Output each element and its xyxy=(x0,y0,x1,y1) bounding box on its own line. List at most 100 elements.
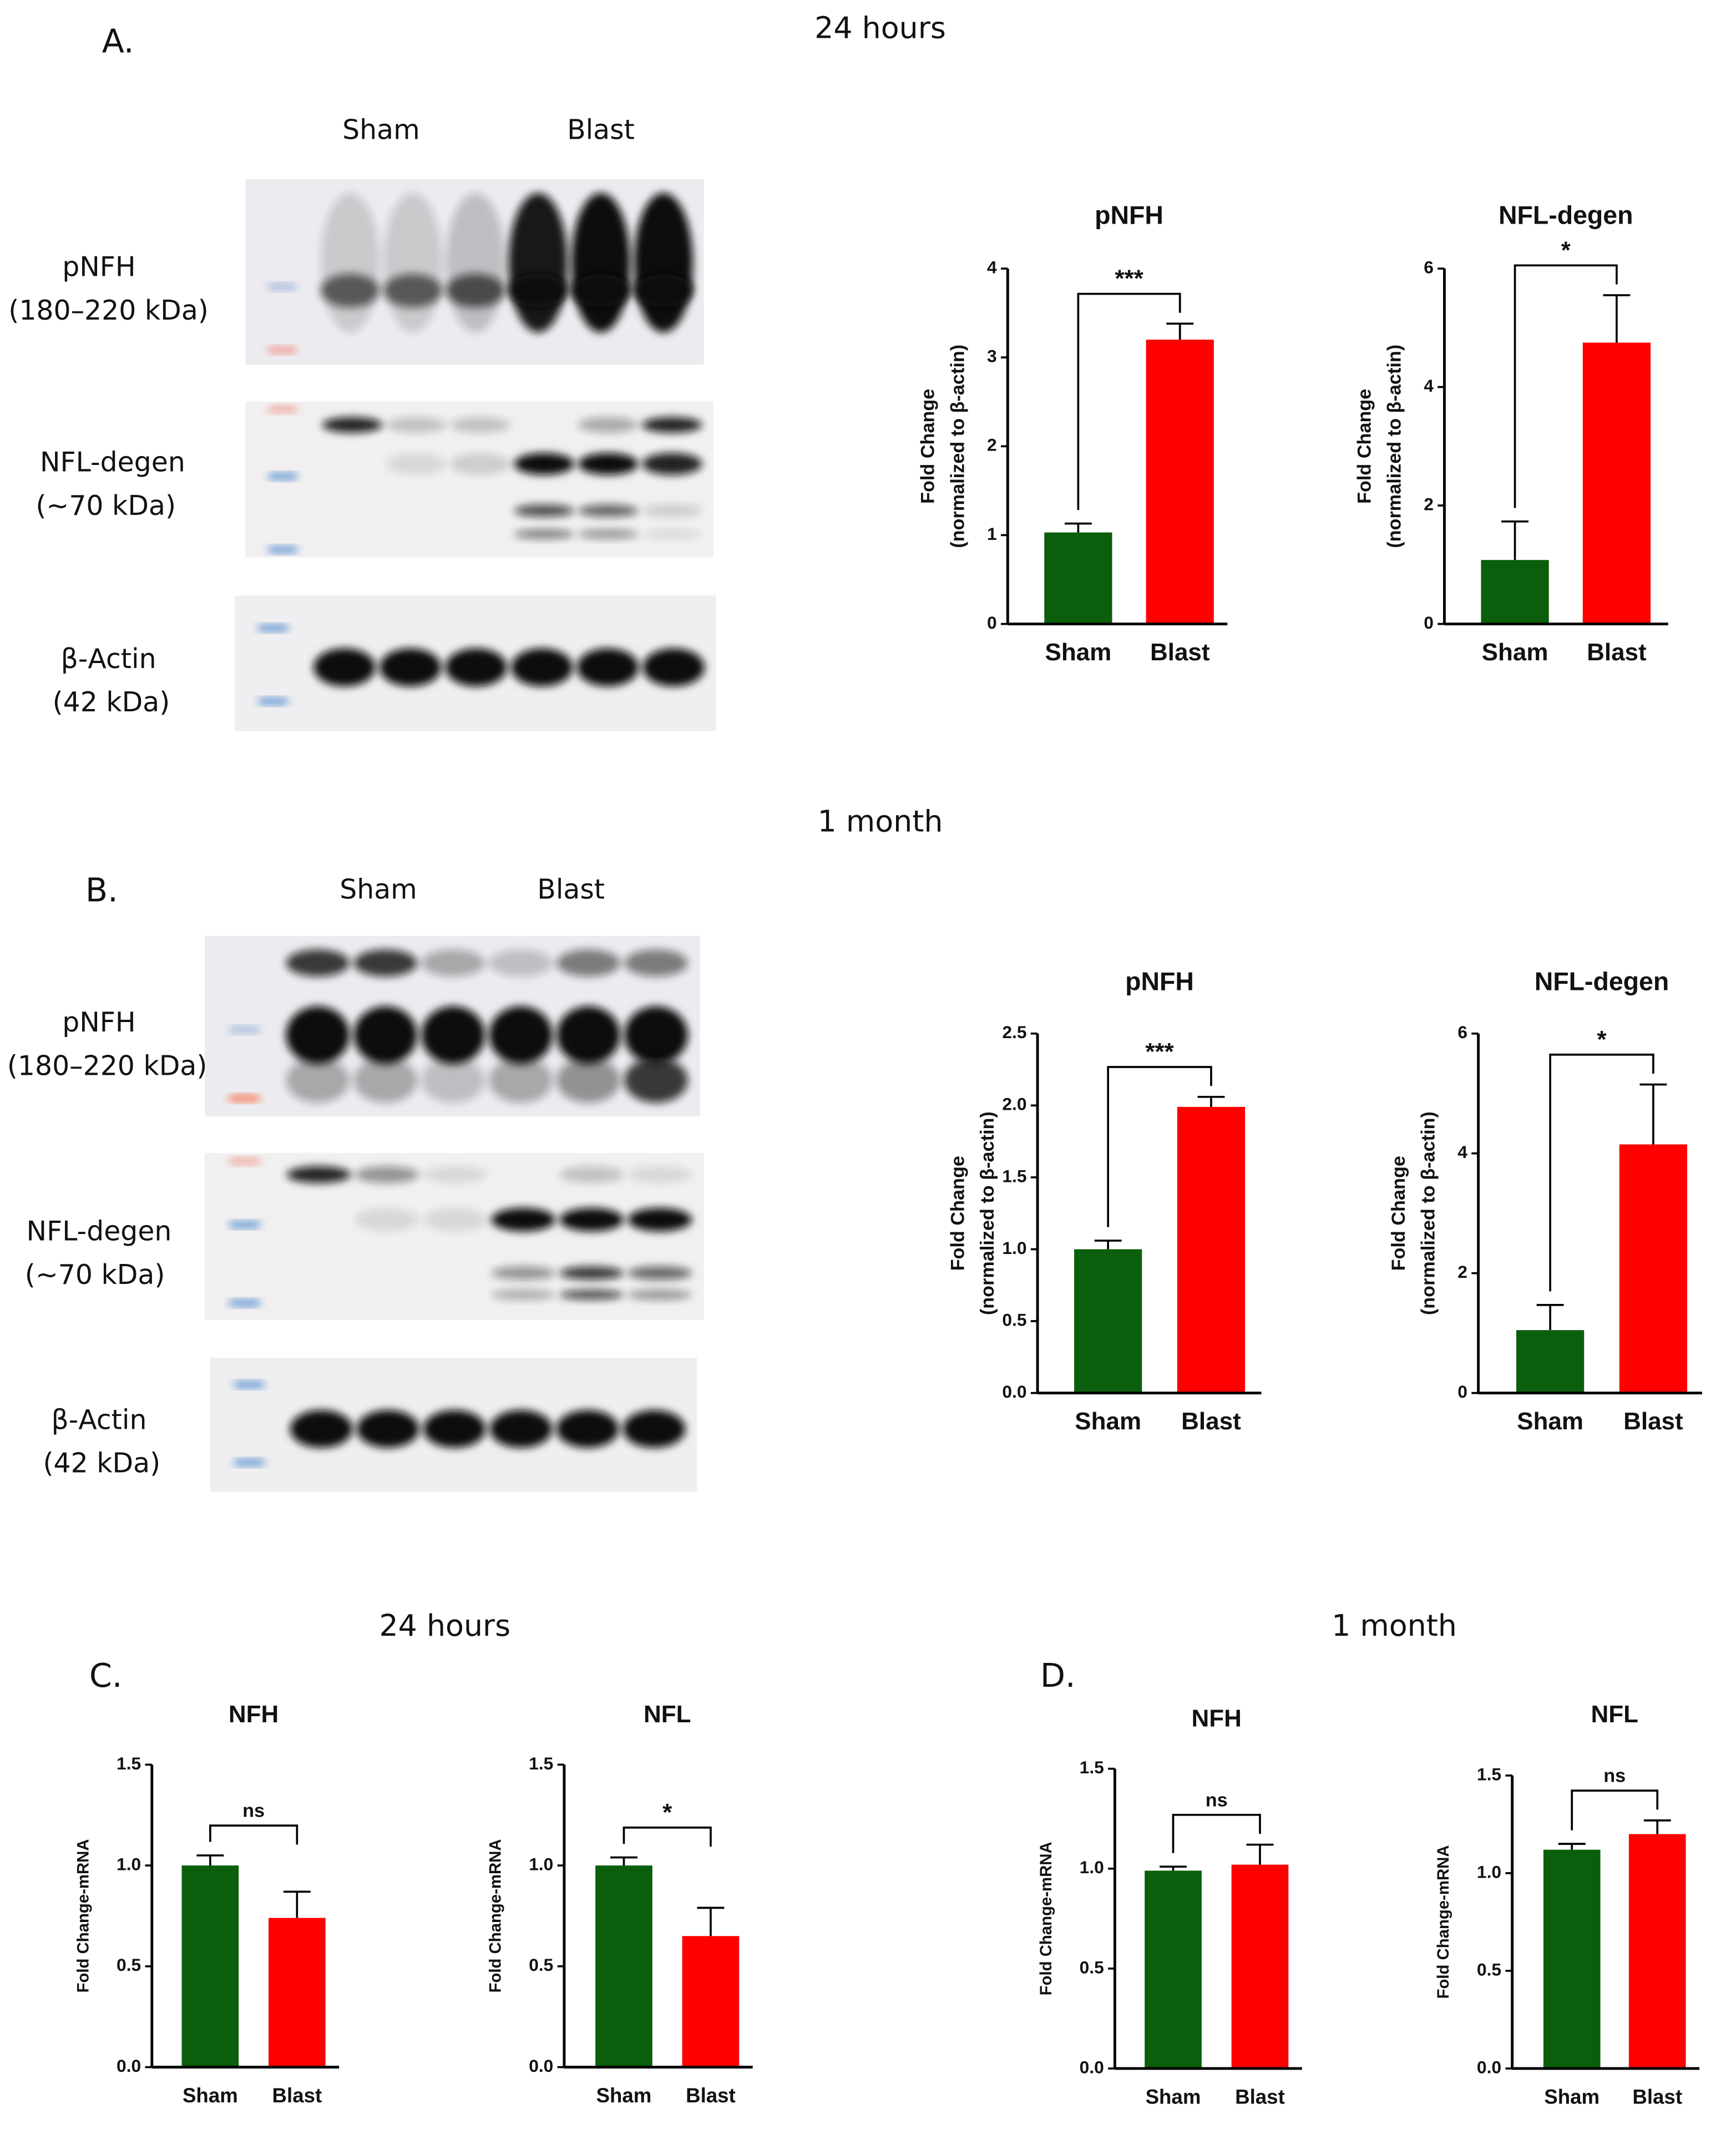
x-tick-label: Blast xyxy=(1150,639,1210,666)
bar xyxy=(1619,1144,1687,1393)
protein-band xyxy=(556,1006,620,1064)
protein-band xyxy=(445,648,507,686)
protein-band xyxy=(353,949,418,977)
y-tick-label: 1.0 xyxy=(1002,1238,1026,1258)
protein-band xyxy=(627,1166,692,1184)
ladder-band xyxy=(259,625,288,631)
y-tick-label: 0 xyxy=(1424,613,1434,633)
protein-band xyxy=(421,949,485,977)
protein-band xyxy=(556,1058,620,1103)
protein-band xyxy=(624,949,688,977)
y-tick-label: 1 xyxy=(987,524,997,544)
protein-band xyxy=(489,1058,553,1103)
ladder-band xyxy=(269,547,297,553)
protein-band xyxy=(313,648,376,686)
protein-band xyxy=(286,1058,350,1103)
protein-band xyxy=(578,417,639,433)
protein-band xyxy=(450,417,510,433)
panel-label: B. xyxy=(85,872,118,909)
y-tick-label: 1.5 xyxy=(529,1753,553,1773)
blot-image xyxy=(205,935,700,1116)
protein-band xyxy=(446,274,505,307)
ladder-band xyxy=(229,1026,260,1033)
blot-label: NFL-degen xyxy=(40,447,185,478)
protein-band xyxy=(559,1166,624,1184)
blot-size: (~70 kDa) xyxy=(36,490,176,522)
group-label: Sham xyxy=(342,114,420,146)
x-tick-label: Sham xyxy=(596,2084,652,2107)
protein-band xyxy=(514,504,574,517)
y-axis-label: Fold Change xyxy=(947,1156,968,1271)
protein-band xyxy=(491,1266,556,1280)
bar xyxy=(1145,1870,1202,2069)
panel-title: 24 hours xyxy=(379,1608,510,1643)
protein-band xyxy=(321,274,380,307)
significance-bracket xyxy=(1107,1066,1212,1227)
y-tick-label: 3 xyxy=(987,346,997,366)
y-tick-label: 1.5 xyxy=(1002,1166,1026,1186)
ladder-band xyxy=(268,284,296,290)
blot-image xyxy=(245,179,704,365)
protein-band xyxy=(642,453,702,475)
y-tick-label: 0.0 xyxy=(1002,1382,1026,1402)
bar xyxy=(1481,560,1549,624)
ladder-band xyxy=(234,1382,264,1388)
y-axis-label: (normalized to β-actin) xyxy=(977,1111,998,1315)
y-tick-label: 4 xyxy=(1457,1142,1467,1162)
bar xyxy=(1516,1330,1585,1393)
panel-label: D. xyxy=(1040,1657,1076,1695)
panel-title: 24 hours xyxy=(814,10,946,45)
protein-band xyxy=(571,274,630,307)
blot-size: (42 kDa) xyxy=(53,686,170,718)
bar xyxy=(1146,340,1214,624)
protein-band xyxy=(421,1058,485,1103)
x-tick-label: Blast xyxy=(1235,2085,1285,2108)
bar-chart: pNFH Fold Change (normalized to β-actin) 0 1… xyxy=(918,200,1228,666)
bar-chart: NFL Fold Change-mRNA 0.0 0.5 1.0 1.5 Sham Blast… xyxy=(1434,1701,1699,2108)
bar xyxy=(181,1865,239,2067)
protein-band xyxy=(508,193,568,333)
y-tick-label: 6 xyxy=(1457,1022,1467,1042)
group-label: Sham xyxy=(340,874,417,906)
ladder-band xyxy=(230,1300,260,1306)
x-tick-label: Sham xyxy=(183,2084,238,2107)
chart-title: pNFH xyxy=(1125,967,1194,996)
protein-band xyxy=(355,1208,419,1232)
bar-chart: NFL-degen Fold Change (normalized to β-act… xyxy=(1388,967,1702,1435)
protein-band xyxy=(353,1006,418,1064)
chart-title: NFL xyxy=(644,1701,691,1728)
chart-title: NFL xyxy=(1591,1701,1638,1728)
protein-band xyxy=(624,1058,688,1103)
bar xyxy=(1582,342,1651,624)
protein-band xyxy=(491,1208,556,1232)
protein-band xyxy=(355,1166,419,1184)
bar xyxy=(1543,1849,1601,2069)
protein-band xyxy=(321,193,380,333)
bar xyxy=(595,1865,652,2067)
y-tick-label: 0.0 xyxy=(117,2056,141,2076)
protein-band xyxy=(322,417,383,433)
protein-band xyxy=(286,1006,350,1064)
blot-label: β-Actin xyxy=(51,1404,146,1435)
chart-title: NFH xyxy=(229,1701,279,1728)
blot-label: NFL-degen xyxy=(27,1216,172,1247)
x-tick-label: Blast xyxy=(1623,1408,1683,1435)
x-tick-label: Blast xyxy=(686,2084,736,2107)
x-tick-label: Sham xyxy=(1517,1408,1583,1435)
bar xyxy=(1231,1864,1289,2069)
bar xyxy=(1074,1249,1142,1393)
y-tick-label: 0.0 xyxy=(1477,2057,1501,2077)
y-tick-label: 4 xyxy=(1424,376,1434,396)
x-tick-label: Sham xyxy=(1544,2085,1600,2108)
protein-band xyxy=(627,1208,692,1232)
protein-band xyxy=(386,417,447,433)
y-axis-label: Fold Change-mRNA xyxy=(486,1839,504,1993)
chart-title: NFH xyxy=(1192,1705,1242,1732)
protein-band xyxy=(290,1410,353,1448)
x-tick-label: Sham xyxy=(1075,1408,1141,1435)
blot-size: (180–220 kDa) xyxy=(7,1050,207,1081)
protein-band xyxy=(634,193,693,333)
bar xyxy=(269,1918,326,2067)
protein-band xyxy=(556,949,620,977)
ladder-band xyxy=(230,1159,260,1164)
